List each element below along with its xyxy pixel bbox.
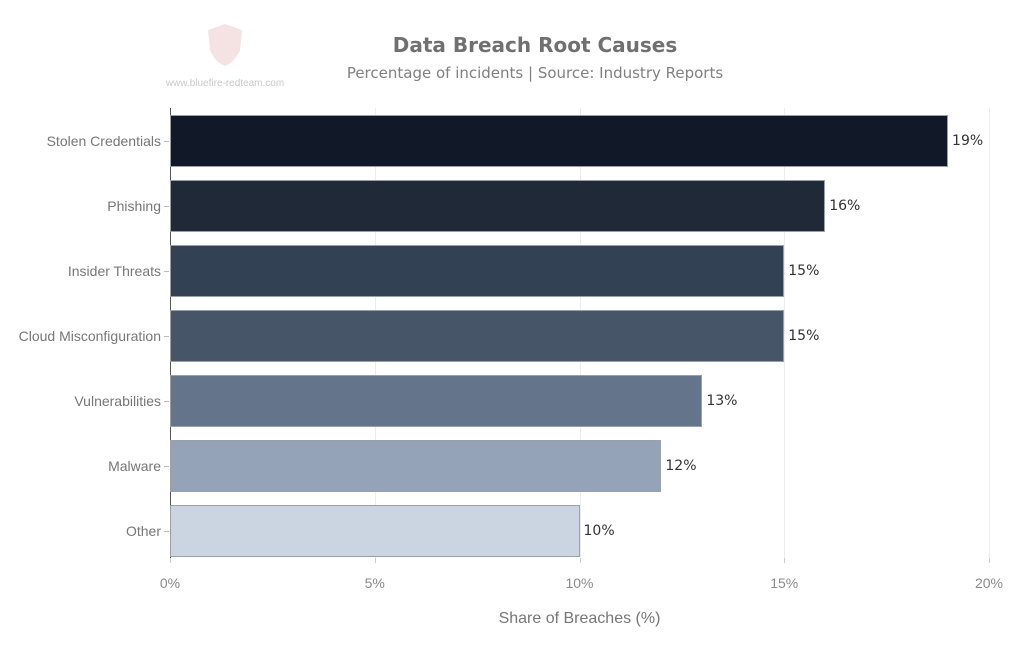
bar-phishing — [170, 180, 826, 232]
category-tick — [164, 206, 169, 207]
bar-vulnerabilities — [170, 375, 703, 427]
category-tick — [164, 141, 169, 142]
chart-subtitle: Percentage of incidents | Source: Indust… — [346, 64, 724, 82]
category-label: Insider Threats — [67, 263, 161, 279]
bar-value-label: 15% — [788, 328, 820, 344]
shield-logo-icon — [205, 22, 245, 68]
category-label: Stolen Credentials — [46, 133, 161, 149]
category-tick — [164, 336, 169, 337]
x-tick-mark — [170, 558, 171, 563]
watermark: www.bluefire-redteam.com — [150, 22, 300, 89]
category-label: Other — [125, 523, 161, 539]
x-tick-label: 5% — [364, 575, 385, 591]
bar-value-label: 13% — [706, 393, 738, 409]
x-tick-mark — [375, 558, 376, 563]
x-tick-label: 10% — [565, 575, 594, 591]
bar-value-label: 16% — [829, 198, 861, 214]
category-label: Phishing — [107, 198, 161, 214]
bar-insider-threats — [170, 245, 785, 297]
bar-value-label: 10% — [583, 523, 615, 539]
category-label: Cloud Misconfiguration — [18, 328, 161, 344]
bar-stolen-credentials — [170, 115, 949, 167]
gridline — [784, 108, 785, 558]
bar-malware — [170, 440, 662, 492]
bar-other — [170, 505, 580, 557]
x-tick-label: 20% — [974, 575, 1004, 591]
watermark-text: www.bluefire-redteam.com — [165, 78, 285, 89]
category-tick — [164, 531, 169, 532]
x-tick-mark — [580, 558, 581, 563]
x-tick-mark — [784, 558, 785, 563]
category-label: Vulnerabilities — [74, 393, 161, 409]
bar-value-label: 15% — [788, 263, 820, 279]
x-axis-label: Share of Breaches (%) — [498, 610, 661, 627]
bar-value-label: 12% — [665, 458, 697, 474]
x-tick-mark — [989, 558, 990, 563]
category-label: Malware — [108, 458, 161, 474]
bar-cloud-misconfiguration — [170, 310, 785, 362]
category-tick — [164, 271, 169, 272]
chart-title: Data Breach Root Causes — [392, 33, 678, 57]
category-tick — [164, 466, 169, 467]
gridline — [989, 108, 990, 558]
x-tick-label: 0% — [159, 575, 181, 591]
plot-area: 19% 16% 15% 15% 13% 12% 10% — [170, 108, 990, 558]
bar-value-label: 19% — [952, 133, 984, 149]
x-tick-label: 15% — [770, 575, 799, 591]
category-tick — [164, 401, 169, 402]
